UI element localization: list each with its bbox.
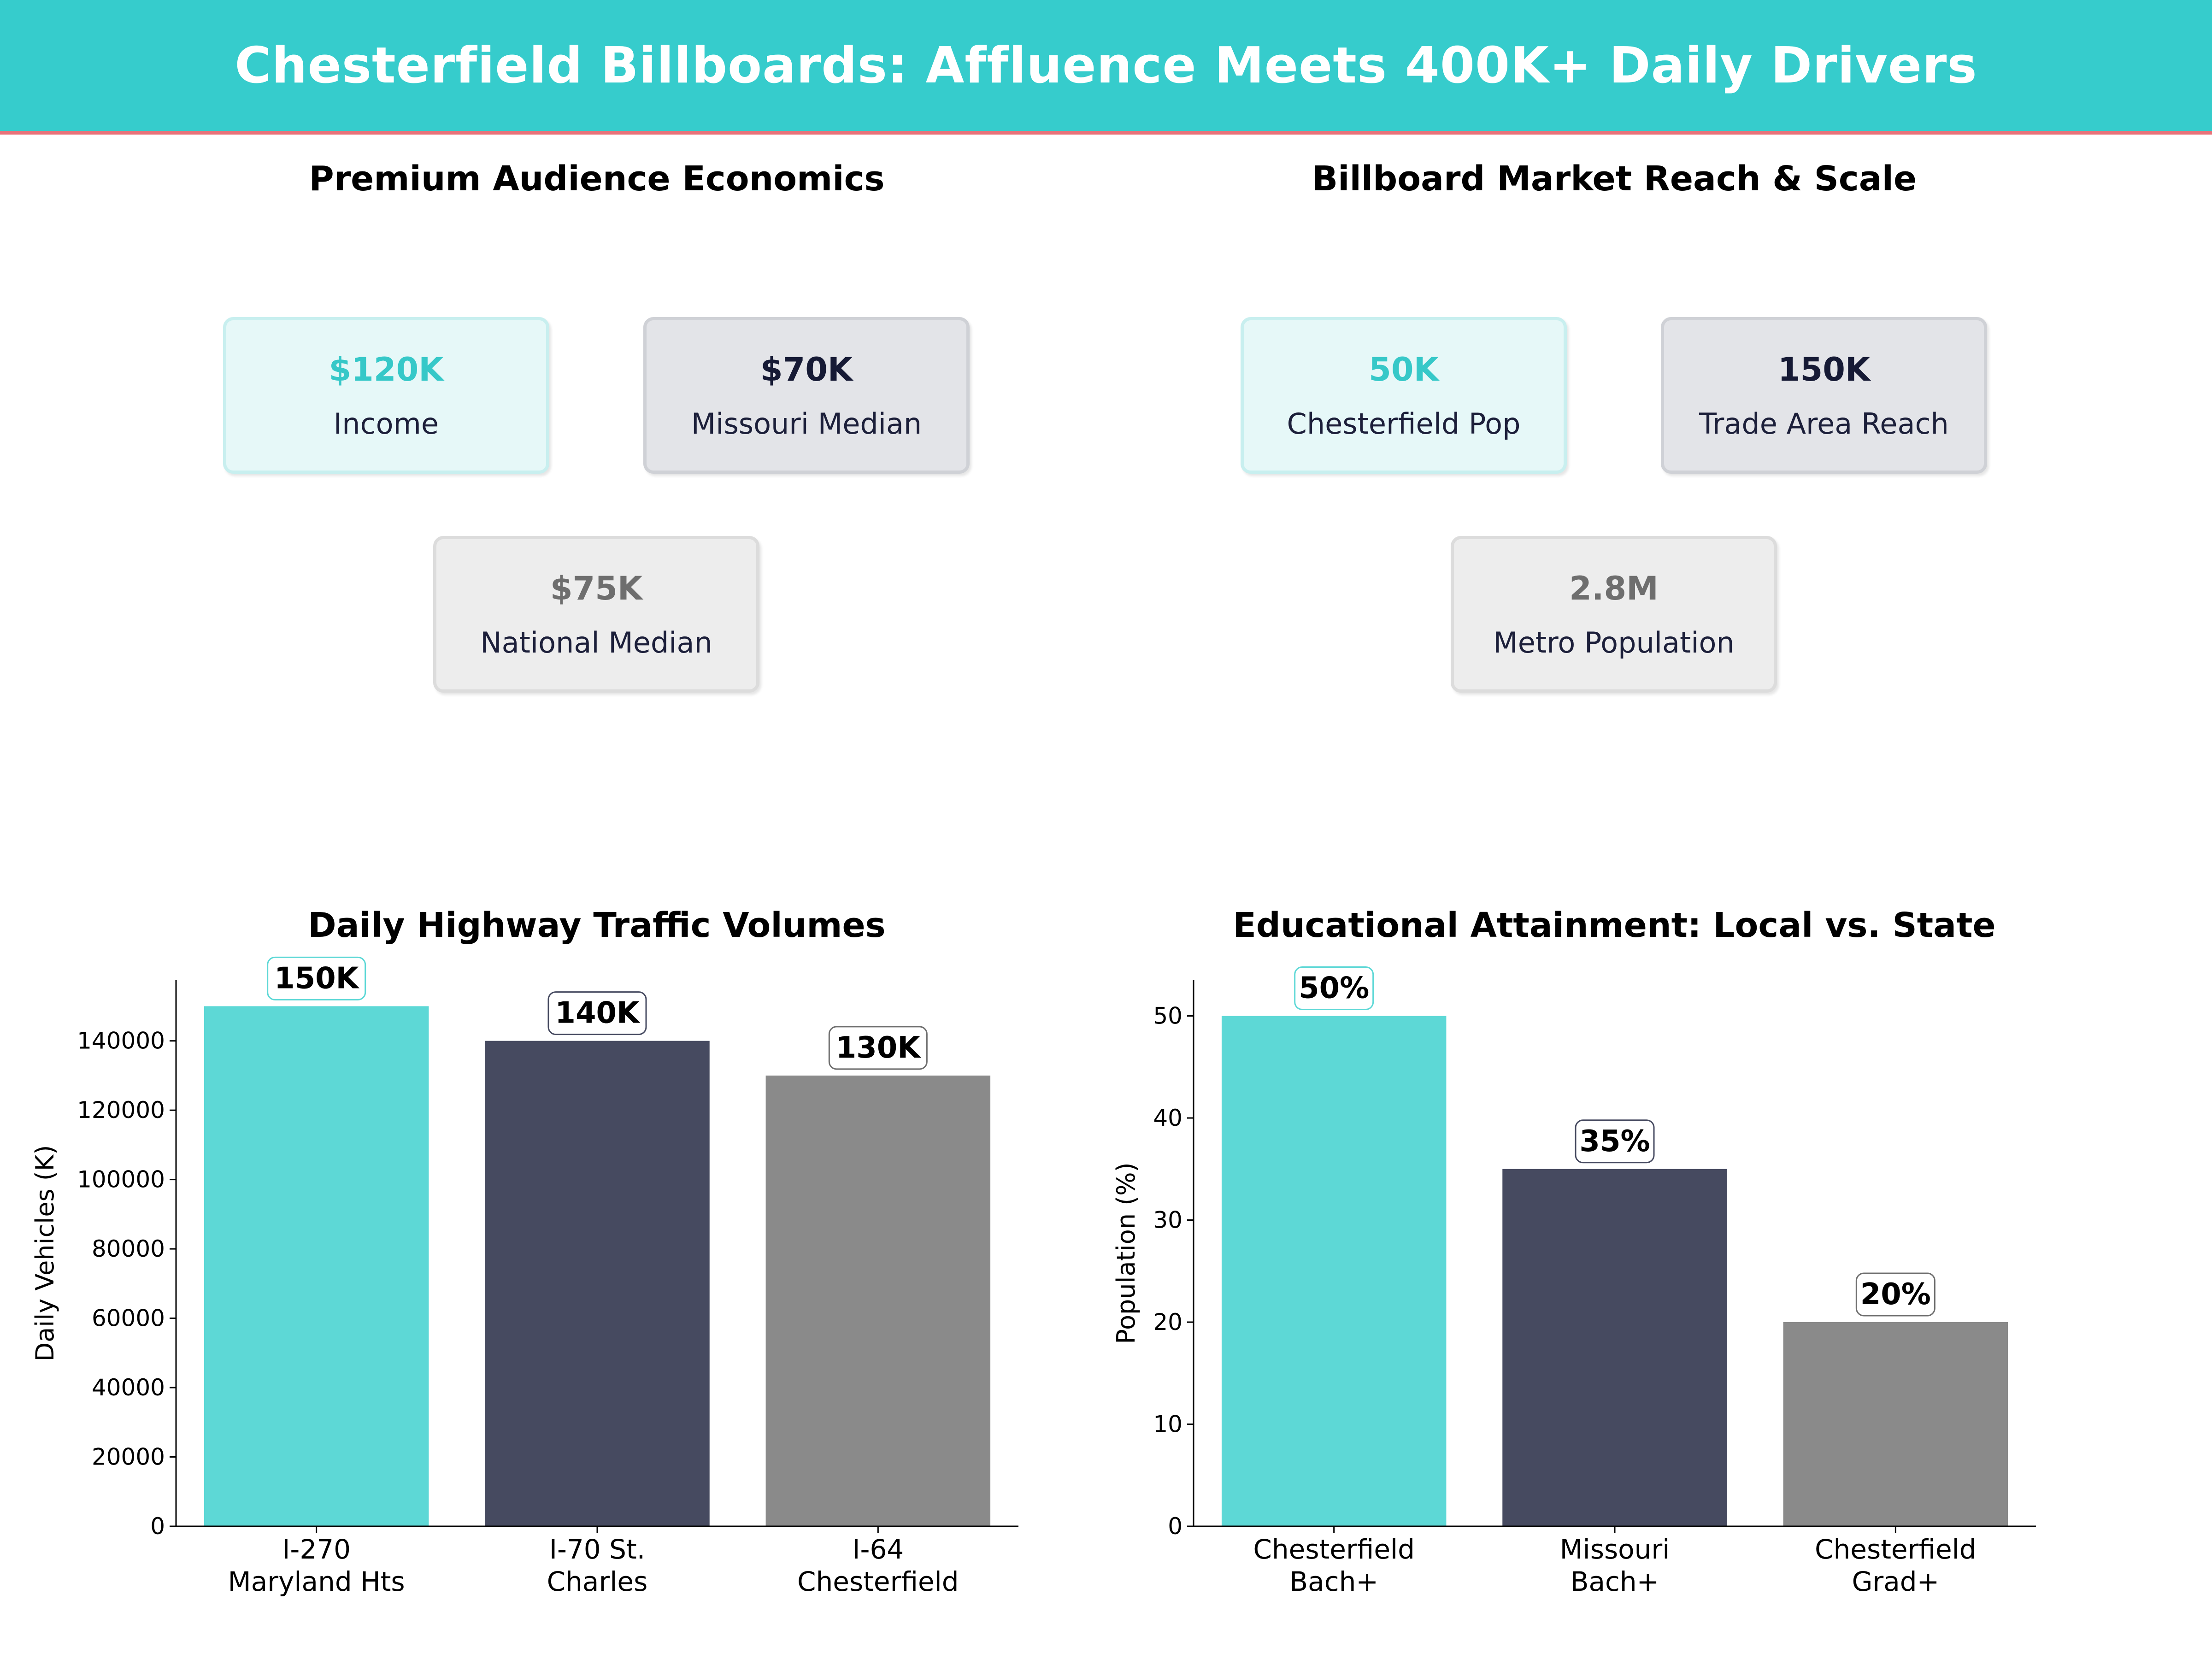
x-tick-label: Bach+	[1571, 1566, 1659, 1597]
page-title: Chesterfield Billboards: Affluence Meets…	[235, 36, 1977, 94]
card-label: Missouri Median	[691, 406, 922, 441]
header-banner: Chesterfield Billboards: Affluence Meets…	[0, 0, 2212, 135]
y-tick-label: 40000	[92, 1374, 165, 1401]
reach-panel-title: Billboard Market Reach & Scale	[1312, 159, 1917, 199]
y-tick-label: 20	[1153, 1309, 1182, 1335]
bar	[485, 1041, 710, 1526]
metro-population-card: 2.8M Metro Population	[1451, 536, 1777, 693]
card-value: $70K	[760, 350, 853, 388]
x-tick-label: Maryland Hts	[228, 1566, 405, 1597]
traffic-chart-title: Daily Highway Traffic Volumes	[308, 906, 886, 945]
data-label: 50%	[1299, 971, 1369, 1006]
y-tick-label: 50	[1153, 1003, 1182, 1030]
card-label: Trade Area Reach	[1699, 406, 1949, 441]
x-tick-label: Chesterfield	[797, 1566, 959, 1597]
data-label: 35%	[1579, 1124, 1650, 1159]
bar	[765, 1075, 991, 1526]
y-tick-label: 60000	[92, 1305, 165, 1332]
national-median-card: $75K National Median	[433, 536, 759, 693]
trade-area-reach-card: 150K Trade Area Reach	[1661, 317, 1987, 474]
y-tick-label: 120000	[77, 1097, 165, 1124]
chesterfield-pop-card: 50K Chesterfield Pop	[1241, 317, 1567, 474]
bar	[1502, 1169, 1727, 1526]
missouri-median-card: $70K Missouri Median	[643, 317, 970, 474]
card-label: Chesterfield Pop	[1287, 406, 1521, 441]
x-tick-label: Missouri	[1560, 1534, 1670, 1565]
y-axis-title: Daily Vehicles (K)	[30, 1145, 59, 1362]
income-card: $120K Income	[223, 317, 549, 474]
y-tick-label: 30	[1153, 1207, 1182, 1234]
bar	[204, 1006, 429, 1526]
data-label-box	[1294, 966, 1374, 1011]
y-axis-title: Population (%)	[1112, 1162, 1141, 1344]
card-value: $120K	[329, 350, 444, 388]
data-label: 130K	[836, 1031, 922, 1065]
x-tick-label: I-270	[282, 1534, 351, 1565]
y-tick-label: 20000	[92, 1444, 165, 1471]
x-tick-label: Chesterfield	[1253, 1534, 1415, 1565]
bar	[1221, 1016, 1447, 1526]
data-label: 140K	[555, 996, 641, 1030]
bar	[1783, 1322, 2008, 1526]
data-label: 20%	[1860, 1277, 1931, 1312]
card-value: 50K	[1369, 350, 1439, 388]
card-label: Income	[333, 406, 439, 441]
data-label-box	[547, 991, 647, 1035]
x-tick-label: Charles	[547, 1566, 648, 1597]
x-tick-label: Bach+	[1289, 1566, 1378, 1597]
card-label: Metro Population	[1493, 625, 1735, 659]
data-label-box	[1855, 1272, 1936, 1317]
card-value: 150K	[1777, 350, 1871, 388]
card-value: $75K	[550, 569, 643, 607]
y-tick-label: 0	[150, 1513, 165, 1540]
x-tick-label: Chesterfield	[1815, 1534, 1977, 1565]
data-label-box	[1575, 1119, 1655, 1164]
y-tick-label: 40	[1153, 1105, 1182, 1131]
y-tick-label: 140000	[77, 1028, 165, 1054]
x-tick-label: I-64	[852, 1534, 904, 1565]
education-chart-title: Educational Attainment: Local vs. State	[1233, 906, 1996, 945]
economics-panel-title: Premium Audience Economics	[309, 159, 885, 199]
y-tick-label: 0	[1168, 1513, 1182, 1540]
y-tick-label: 100000	[77, 1166, 165, 1193]
data-label-box	[828, 1026, 928, 1070]
card-value: 2.8M	[1569, 569, 1659, 607]
x-tick-label: Grad+	[1852, 1566, 1939, 1597]
y-tick-label: 80000	[92, 1235, 165, 1262]
x-tick-label: I-70 St.	[549, 1534, 645, 1565]
card-label: National Median	[480, 625, 712, 659]
data-label-box	[267, 956, 366, 1000]
data-label: 150K	[274, 961, 360, 995]
y-tick-label: 10	[1153, 1411, 1182, 1438]
